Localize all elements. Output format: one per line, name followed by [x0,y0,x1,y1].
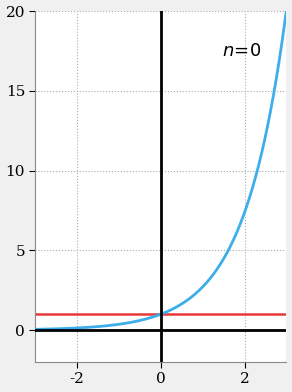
Text: $n\!=\!0$: $n\!=\!0$ [222,42,261,60]
